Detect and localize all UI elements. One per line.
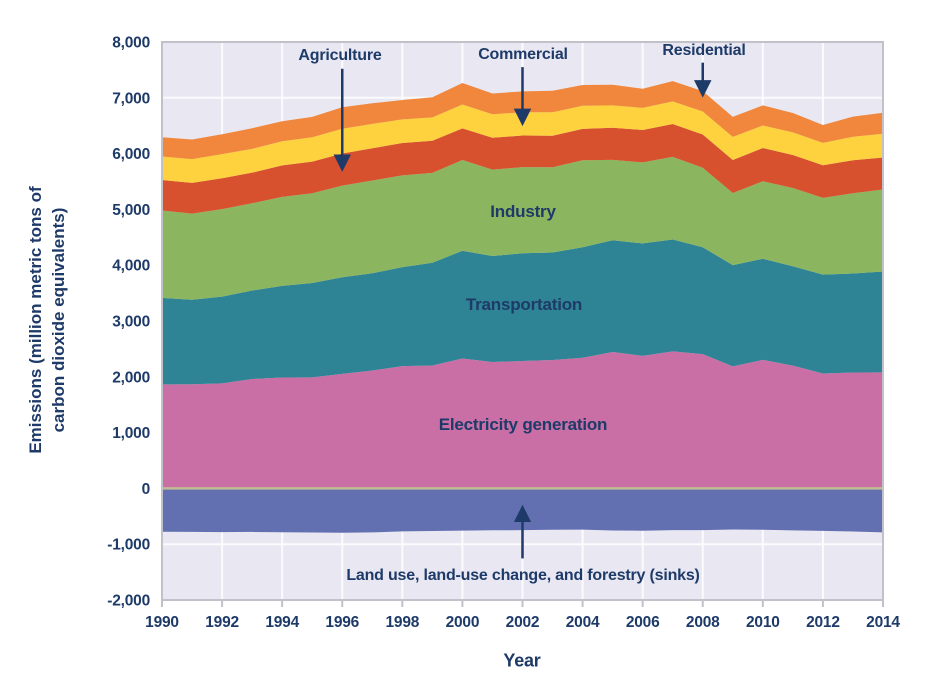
x-tick-label: 2012 — [806, 614, 840, 631]
area-industry — [162, 156, 883, 300]
x-tick-label: 2000 — [446, 614, 480, 631]
y-tick-label: 7,000 — [112, 90, 150, 107]
x-tick-label: 2010 — [746, 614, 780, 631]
area-commercial — [162, 101, 883, 183]
area-transportation — [162, 239, 883, 385]
y-tick-label: 3,000 — [112, 314, 150, 331]
x-tick-label: 1992 — [205, 614, 239, 631]
y-tick-label: -1,000 — [107, 537, 150, 554]
area-electricity-generation — [162, 351, 883, 489]
x-tick-label: 2006 — [626, 614, 660, 631]
x-tick-label: 2002 — [506, 614, 540, 631]
area-agriculture — [162, 124, 883, 214]
y-tick-label: 2,000 — [112, 369, 150, 386]
y-tick-label: 1,000 — [112, 425, 150, 442]
x-tick-label: 2004 — [566, 614, 600, 631]
area-residential — [162, 81, 883, 160]
x-tick-label: 1998 — [385, 614, 419, 631]
y-tick-label: 5,000 — [112, 202, 150, 219]
x-tick-label: 1994 — [265, 614, 299, 631]
x-tick-label: 1996 — [325, 614, 359, 631]
x-tick-label: 2008 — [686, 614, 720, 631]
y-tick-label: 8,000 — [112, 35, 150, 52]
y-tick-label: -2,000 — [107, 593, 150, 610]
y-tick-label: 6,000 — [112, 146, 150, 163]
x-tick-label: 1990 — [145, 614, 179, 631]
x-tick-label: 2014 — [866, 614, 900, 631]
y-tick-label: 0 — [142, 481, 150, 498]
y-tick-label: 4,000 — [112, 258, 150, 275]
